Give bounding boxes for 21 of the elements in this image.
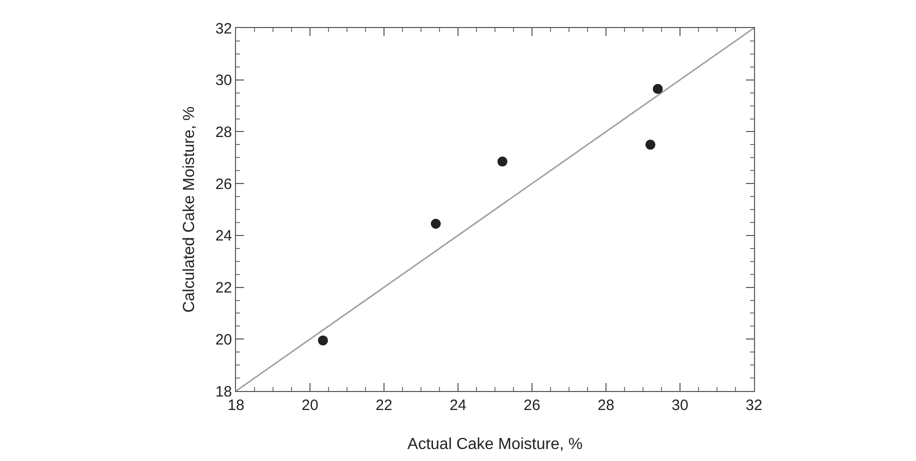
y-tick-label: 32 [215,20,232,38]
x-tick-label: 24 [450,397,466,414]
point [652,84,663,94]
point [497,156,508,167]
y-tick-label: 22 [215,280,232,297]
point [318,335,328,346]
x-tick-label: 28 [598,397,614,414]
y-tick-label: 26 [215,176,232,193]
y-tick-label: 30 [215,72,232,90]
x-tick-label: 26 [524,397,540,414]
x-tick-label: 30 [672,397,688,414]
x-tick-label: 20 [302,397,318,414]
y-axis-title: Calculated Cake Moisture, % [181,106,198,313]
x-tick-label: 22 [376,397,392,414]
x-axis-title: Actual Cake Moisture, % [407,436,583,453]
x-tick-label: 32 [746,397,762,414]
y-tick-label: 20 [215,331,232,348]
point [645,140,656,150]
y-tick-label: 24 [215,228,232,245]
point [430,218,441,229]
y-tick-label: 28 [215,124,232,141]
